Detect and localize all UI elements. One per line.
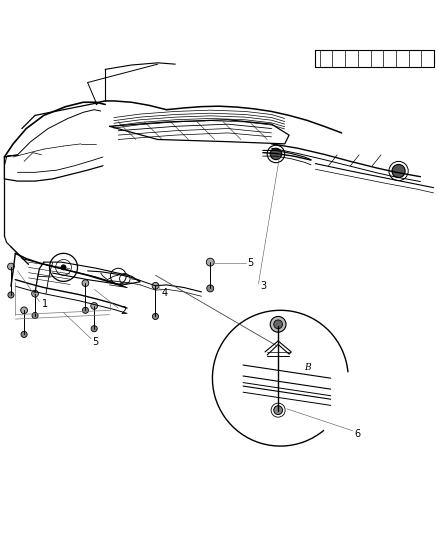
Text: 5: 5 [247, 258, 254, 268]
Circle shape [152, 313, 159, 319]
Circle shape [392, 165, 405, 177]
Circle shape [91, 303, 98, 309]
Circle shape [91, 326, 97, 332]
Circle shape [82, 307, 88, 313]
Text: 5: 5 [92, 337, 98, 347]
Circle shape [152, 282, 159, 289]
Text: 2: 2 [120, 306, 127, 316]
Text: B: B [304, 363, 311, 372]
Circle shape [61, 265, 66, 270]
Circle shape [8, 292, 14, 298]
Circle shape [32, 290, 39, 297]
Circle shape [21, 307, 28, 314]
Text: 4: 4 [162, 288, 168, 298]
Circle shape [270, 317, 286, 332]
Circle shape [207, 285, 214, 292]
Circle shape [274, 320, 283, 329]
Circle shape [21, 332, 27, 337]
Circle shape [274, 406, 283, 415]
Text: 6: 6 [355, 429, 361, 439]
Circle shape [270, 148, 282, 159]
Circle shape [206, 258, 214, 266]
Text: 3: 3 [261, 281, 267, 291]
Circle shape [7, 263, 14, 270]
Circle shape [82, 280, 89, 287]
Circle shape [32, 312, 38, 319]
Text: 1: 1 [42, 298, 48, 309]
